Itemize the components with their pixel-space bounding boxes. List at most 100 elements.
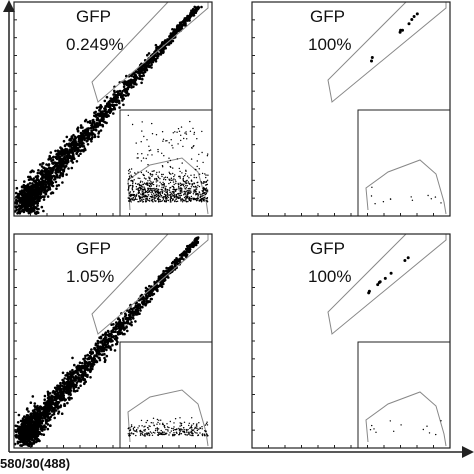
inset-dot — [144, 425, 146, 427]
event-dot — [59, 146, 62, 149]
event-dot — [123, 80, 127, 83]
inset-dot — [201, 434, 204, 437]
event-dot — [176, 29, 179, 33]
inset-dot — [144, 195, 146, 197]
inset-dot — [175, 193, 178, 196]
inset-dot — [167, 199, 170, 202]
event-dot — [145, 294, 148, 298]
inset-dot — [178, 185, 180, 188]
event-dot — [131, 316, 134, 319]
event-dot — [85, 362, 89, 365]
event-dot — [86, 368, 89, 371]
event-dot — [97, 349, 101, 352]
inset-dot — [185, 428, 187, 431]
inset-dot — [152, 417, 155, 419]
inset-dot — [146, 434, 149, 436]
event-dot — [181, 23, 184, 27]
event-dot — [129, 312, 132, 316]
event-dot — [146, 300, 150, 303]
event-dot — [56, 149, 60, 152]
inset-dot — [186, 431, 188, 434]
event-dot — [36, 197, 39, 201]
event-dot — [93, 133, 96, 137]
inset-dot — [175, 431, 177, 434]
event-dot — [56, 166, 60, 170]
event-dot — [106, 345, 110, 349]
event-dot — [50, 167, 53, 170]
event-dot — [18, 207, 21, 211]
inset-dot — [196, 423, 198, 425]
event-dot — [194, 243, 198, 247]
inset-dot — [176, 158, 179, 160]
event-dot — [51, 158, 55, 162]
event-dot — [146, 65, 150, 68]
event-dot — [75, 160, 79, 163]
inset-dot — [139, 181, 142, 183]
inset-dot — [184, 191, 186, 193]
inset-dot — [206, 421, 208, 423]
inset-dot — [131, 197, 133, 200]
inset-dot — [410, 196, 412, 198]
event-dot — [134, 310, 137, 314]
event-dot — [35, 408, 39, 412]
inset-dot — [168, 178, 170, 180]
event-dot — [157, 53, 160, 56]
inset-dot — [193, 174, 195, 176]
event-dot — [28, 440, 32, 444]
event-dot — [107, 334, 111, 338]
inset-dot — [163, 200, 166, 203]
event-dot — [157, 46, 161, 49]
event-dot — [128, 310, 132, 314]
event-dot — [175, 257, 178, 260]
inset-dot — [199, 199, 201, 202]
inset-dot — [177, 197, 179, 199]
inset-dot — [190, 195, 193, 198]
inset-dot — [196, 165, 198, 168]
inset-dot — [172, 194, 174, 196]
inset-dot — [205, 430, 207, 432]
inset-dot — [202, 192, 204, 194]
inset — [119, 109, 213, 217]
event-dot — [44, 192, 47, 196]
inset-dot — [157, 421, 159, 424]
event-dot — [69, 373, 73, 377]
event-dot — [183, 17, 187, 20]
event-dot — [66, 371, 69, 375]
event-dot — [36, 193, 39, 197]
inset-dot — [160, 200, 162, 202]
inset-dot — [143, 186, 145, 188]
event-dot — [21, 417, 25, 420]
event-dot — [125, 326, 128, 329]
inset-dot — [161, 186, 163, 188]
event-dot — [23, 180, 26, 183]
event-dot — [126, 86, 130, 90]
event-dot — [67, 382, 71, 385]
inset-dot — [183, 137, 185, 140]
inset-dot — [157, 175, 159, 177]
inset-dot — [422, 428, 424, 431]
event-dot — [187, 244, 190, 248]
inset-dot — [173, 183, 175, 186]
inset-dot — [139, 434, 142, 436]
inset-dot — [169, 195, 172, 197]
event-dot — [99, 123, 102, 127]
inset-dot — [144, 430, 146, 432]
inset-dot — [139, 184, 141, 186]
event-dot — [42, 412, 46, 416]
inset-dot — [153, 170, 155, 172]
inset-dot — [148, 185, 151, 188]
inset-dot — [127, 433, 129, 435]
event-dot — [48, 154, 51, 158]
event-dot — [58, 174, 62, 177]
inset-dot — [179, 187, 181, 189]
event-dot — [66, 376, 70, 379]
inset-dot — [139, 199, 141, 201]
inset-dot — [135, 173, 137, 175]
inset-dot — [177, 192, 180, 195]
inset-dot — [204, 173, 206, 175]
event-dot — [104, 331, 108, 334]
event-dot — [128, 79, 131, 82]
event-dot — [36, 171, 40, 175]
inset-dot — [161, 192, 164, 194]
inset-dot — [155, 200, 157, 203]
